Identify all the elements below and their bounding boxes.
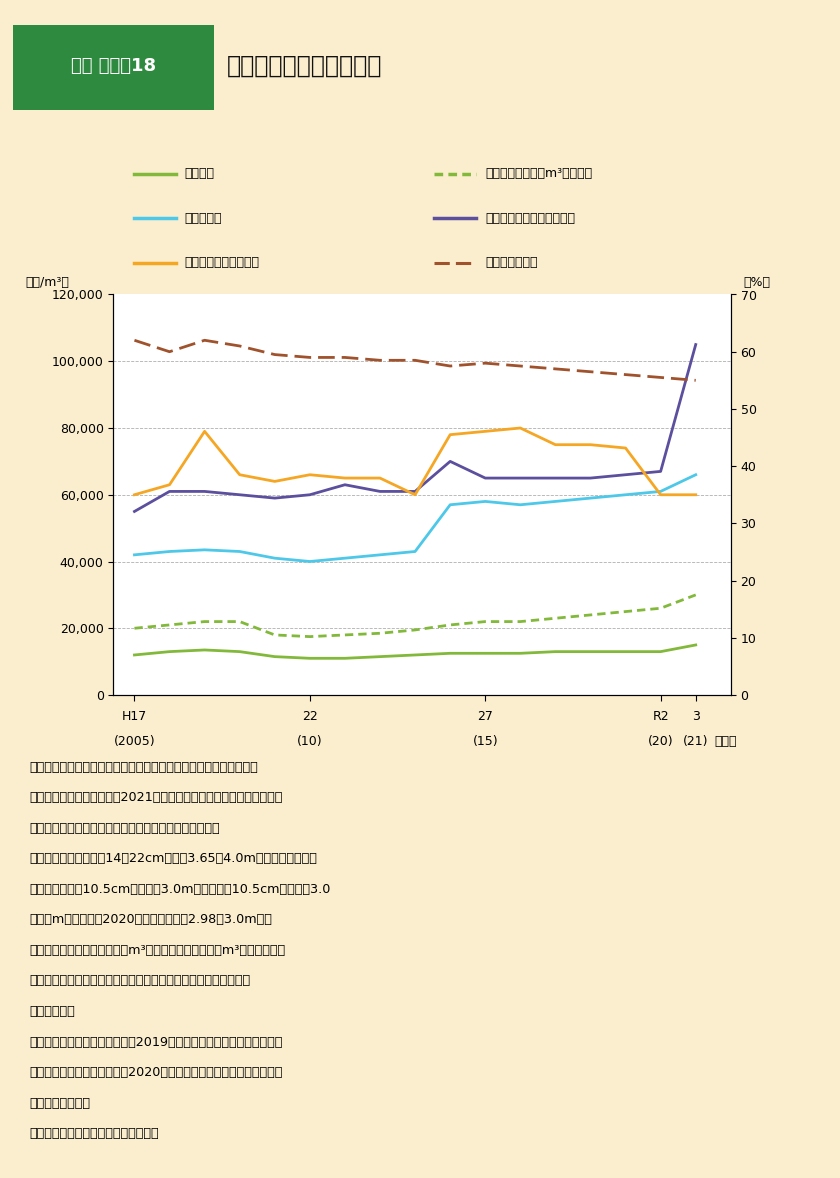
- Text: H17: H17: [122, 710, 147, 723]
- Text: ホワイトウッド集成材: ホワイトウッド集成材: [185, 257, 260, 270]
- Text: (20): (20): [648, 735, 674, 748]
- Text: （年）: （年）: [714, 735, 737, 748]
- Text: 27: 27: [477, 710, 493, 723]
- Text: 歩留り（右軸）: 歩留り（右軸）: [486, 257, 538, 270]
- Text: スギ原木（製材１m³当たり）: スギ原木（製材１m³当たり）: [486, 167, 592, 180]
- Text: (10): (10): [297, 735, 323, 748]
- Text: 歩留りと木材価格の推移: 歩留りと木材価格の推移: [227, 54, 382, 78]
- Text: 注１：歩留りは、製材工場における原木入荷量に対する製材品出荷: 注１：歩留りは、製材工場における原木入荷量に対する製材品出荷: [29, 761, 258, 774]
- Text: 資料：農林水産省「木材需給報告書」: 資料：農林水産省「木材需給報告書」: [29, 1127, 159, 1140]
- Text: スギ製材品: スギ製材品: [185, 212, 223, 225]
- Text: (15): (15): [472, 735, 498, 748]
- Text: R2: R2: [653, 710, 669, 723]
- Text: (21): (21): [683, 735, 708, 748]
- Text: 22: 22: [302, 710, 318, 723]
- Text: スギ製材品（人工乾燥材）: スギ製材品（人工乾燥材）: [486, 212, 575, 225]
- Text: 3: 3: [692, 710, 700, 723]
- Text: スギ原木: スギ原木: [185, 167, 215, 180]
- Text: 算）。: 算）。: [29, 1005, 75, 1018]
- Text: 原木入荷量及び製材品出荷量の合計により計算。: 原木入荷量及び製材品出荷量の合計により計算。: [29, 822, 220, 835]
- Text: 材品は、10.5cm角、長こ3.0m。集成材は10.5cm角、長こ3.0: 材品は、10.5cm角、長こ3.0m。集成材は10.5cm角、長こ3.0: [29, 882, 331, 896]
- Text: ４：集成材価格は、令和元（2019）年までは木材市売市場の取引価: ４：集成材価格は、令和元（2019）年までは木材市売市場の取引価: [29, 1035, 282, 1048]
- FancyBboxPatch shape: [13, 25, 214, 111]
- Text: ３：スギ原木価格（製材１m³当たり）は、製材品１m³を製造するた: ３：スギ原木価格（製材１m³当たり）は、製材品１m³を製造するた: [29, 944, 286, 957]
- Text: 資料 特２－18: 資料 特２－18: [71, 57, 156, 74]
- Text: ２：スギ原木は、弗14～22cm、長こ3.65～4.0mの中丸太。スギ製: ２：スギ原木は、弗14～22cm、長こ3.65～4.0mの中丸太。スギ製: [29, 853, 317, 866]
- Text: (2005): (2005): [113, 735, 155, 748]
- Text: めに必要な原木の価格（原木価格を歩留りで割ることで試: めに必要な原木の価格（原木価格を歩留りで割ることで試: [29, 974, 250, 987]
- Text: 量の割合。令和３（2021）年の歩留りは、同年における月別の: 量の割合。令和３（2021）年の歩留りは、同年における月別の: [29, 792, 282, 805]
- Text: （円/m³）: （円/m³）: [25, 276, 69, 290]
- Text: 続しない。: 続しない。: [29, 1097, 90, 1110]
- Text: （%）: （%）: [743, 276, 770, 290]
- Text: m（令和２（2020）年以降、長こ2.98～3.0m）。: m（令和２（2020）年以降、長こ2.98～3.0m）。: [29, 913, 272, 926]
- Text: 格等であり、令和２（2020）年以降は工場出荷価格であり、連: 格等であり、令和２（2020）年以降は工場出荷価格であり、連: [29, 1066, 282, 1079]
